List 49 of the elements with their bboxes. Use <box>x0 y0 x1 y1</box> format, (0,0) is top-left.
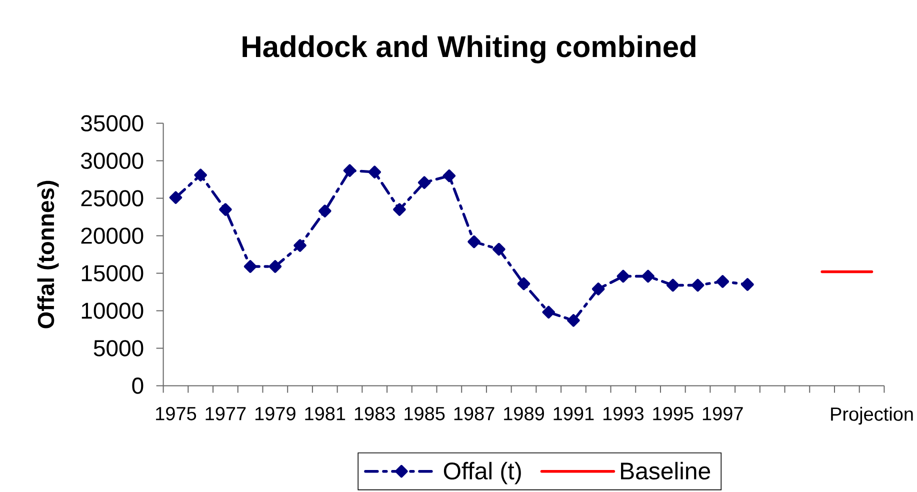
point <box>716 275 729 288</box>
point <box>542 306 555 319</box>
point <box>517 277 530 290</box>
point <box>492 242 506 256</box>
point <box>691 278 704 292</box>
y-axis-title: Offal (tonnes) <box>37 180 59 328</box>
point <box>741 278 754 291</box>
point <box>368 166 381 178</box>
chart-title: Haddock and Whiting combined <box>242 35 696 64</box>
point <box>468 235 480 248</box>
point <box>567 314 580 327</box>
point <box>592 282 605 296</box>
x-tick-label: 1985 <box>404 406 445 420</box>
point <box>318 204 332 218</box>
point <box>294 239 306 252</box>
legend-label: Offal (t) <box>444 462 521 484</box>
x-tick-label: 1983 <box>354 406 395 420</box>
x-tick-label: 1991 <box>554 406 594 420</box>
point <box>219 203 232 216</box>
y-tick-label: 10000 <box>82 302 144 319</box>
point <box>616 270 630 283</box>
x-tick-label: 1981 <box>305 406 346 420</box>
x-tick-label: 1987 <box>454 406 494 420</box>
point <box>268 260 282 273</box>
point <box>343 164 356 177</box>
x-tick-label: 1995 <box>653 406 694 420</box>
x-tick-label: 1993 <box>604 406 644 420</box>
point <box>666 278 680 292</box>
point <box>244 260 257 273</box>
x-tick-label: 1979 <box>255 406 296 420</box>
point <box>642 270 654 283</box>
point <box>169 191 182 204</box>
point <box>393 203 406 216</box>
x-tick-label: Projection <box>831 406 913 425</box>
x-tick-label: 1977 <box>206 406 246 420</box>
point <box>418 176 431 189</box>
x-tick-label: 1989 <box>504 406 544 420</box>
point <box>442 169 456 182</box>
y-tick-label: 35000 <box>81 115 144 132</box>
legend-label: Baseline <box>621 462 710 480</box>
x-tick-label: 1975 <box>156 406 196 420</box>
y-tick-label: 30000 <box>81 152 144 169</box>
y-tick-label: 5000 <box>94 340 144 356</box>
point <box>194 168 207 182</box>
x-tick-label: 1997 <box>702 406 743 420</box>
y-tick-label: 20000 <box>81 228 144 244</box>
y-tick-label: 25000 <box>81 190 144 206</box>
y-tick-label: 0 <box>132 378 144 394</box>
y-tick-label: 15000 <box>82 265 144 282</box>
